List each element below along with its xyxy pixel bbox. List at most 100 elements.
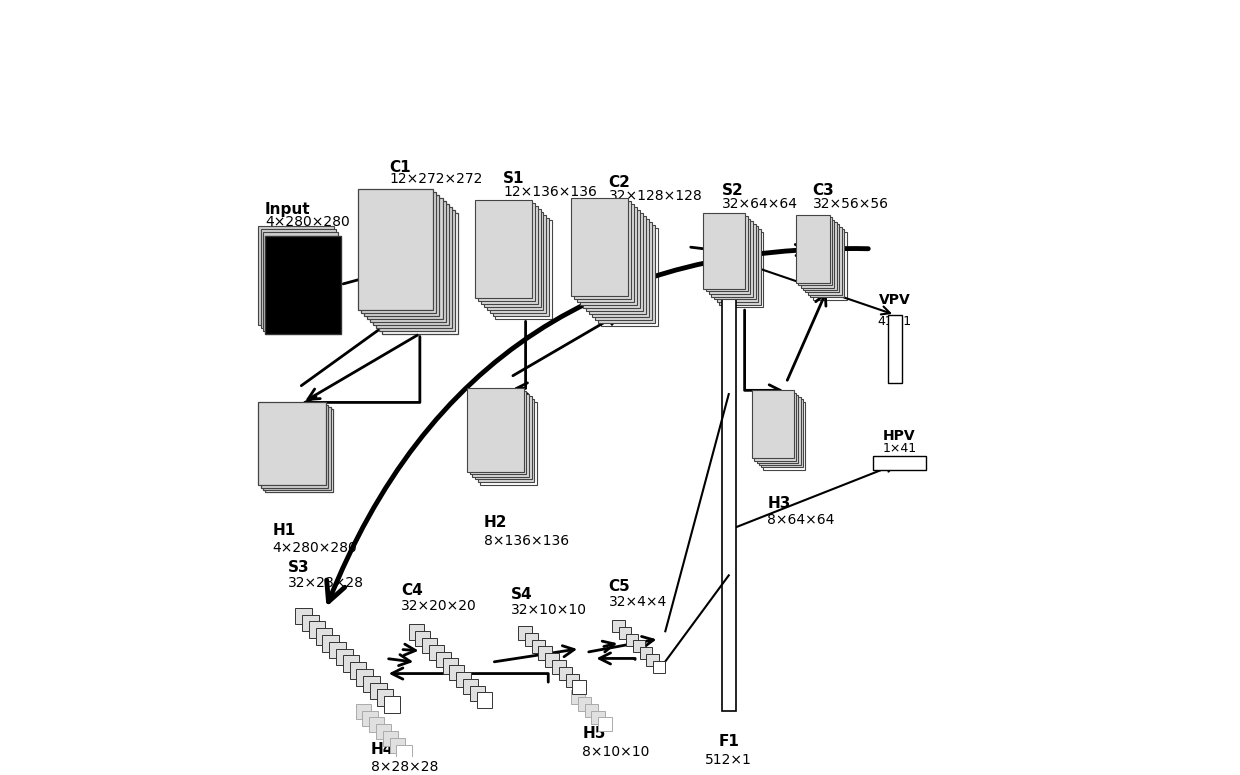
- Bar: [383, 731, 398, 746]
- Text: 32×128×128: 32×128×128: [609, 189, 702, 203]
- Bar: [295, 608, 312, 625]
- Bar: [258, 226, 334, 325]
- Bar: [470, 686, 485, 701]
- Bar: [570, 198, 627, 296]
- Bar: [309, 622, 325, 638]
- Bar: [370, 718, 384, 732]
- Text: 12×272×272: 12×272×272: [389, 172, 484, 187]
- Bar: [263, 407, 331, 490]
- Text: S2: S2: [722, 183, 744, 198]
- Bar: [807, 227, 842, 294]
- Bar: [467, 388, 523, 471]
- Text: S4: S4: [511, 587, 532, 602]
- Bar: [408, 625, 424, 639]
- Text: F1: F1: [718, 734, 739, 749]
- Text: H3: H3: [768, 496, 791, 511]
- Bar: [525, 632, 538, 646]
- Text: 8×136×136: 8×136×136: [484, 534, 569, 548]
- Bar: [263, 232, 339, 331]
- Bar: [365, 195, 439, 315]
- Bar: [719, 229, 761, 305]
- Bar: [646, 654, 658, 666]
- Bar: [367, 198, 443, 319]
- Text: 8×10×10: 8×10×10: [583, 746, 650, 760]
- Bar: [316, 629, 332, 645]
- Bar: [376, 207, 451, 328]
- Bar: [546, 653, 559, 666]
- Bar: [463, 679, 477, 694]
- Bar: [709, 219, 750, 294]
- Text: 32×28×28: 32×28×28: [288, 577, 363, 591]
- Bar: [706, 216, 748, 291]
- Bar: [330, 642, 346, 659]
- Bar: [472, 394, 529, 477]
- Bar: [703, 213, 745, 289]
- Text: C1: C1: [389, 160, 412, 175]
- Bar: [714, 224, 755, 299]
- Text: 32×56×56: 32×56×56: [812, 197, 889, 211]
- Bar: [756, 395, 799, 463]
- Bar: [589, 216, 646, 314]
- Bar: [361, 191, 436, 312]
- Text: H2: H2: [484, 515, 507, 530]
- Bar: [429, 645, 444, 660]
- Bar: [722, 258, 735, 711]
- Bar: [382, 213, 458, 334]
- Bar: [810, 229, 844, 298]
- Bar: [601, 228, 657, 326]
- Bar: [565, 673, 579, 687]
- Bar: [342, 656, 360, 672]
- Bar: [518, 626, 532, 639]
- Bar: [415, 632, 430, 646]
- Text: 8×28×28: 8×28×28: [371, 760, 438, 774]
- Text: 41×1: 41×1: [878, 315, 911, 328]
- Bar: [717, 226, 758, 302]
- Bar: [480, 401, 537, 484]
- Text: Input: Input: [265, 202, 311, 217]
- Bar: [477, 399, 534, 482]
- Text: 512×1: 512×1: [706, 753, 753, 766]
- Bar: [397, 745, 412, 760]
- Bar: [258, 402, 326, 485]
- Bar: [265, 409, 334, 492]
- Bar: [873, 456, 926, 470]
- Bar: [577, 204, 634, 302]
- Bar: [591, 711, 605, 724]
- Text: 8×64×64: 8×64×64: [768, 514, 835, 528]
- Bar: [805, 225, 839, 292]
- Bar: [481, 206, 538, 305]
- Bar: [487, 212, 543, 310]
- Bar: [475, 396, 532, 480]
- Bar: [574, 201, 631, 299]
- Bar: [812, 232, 847, 300]
- Bar: [383, 696, 401, 713]
- Bar: [626, 633, 639, 646]
- Bar: [722, 232, 764, 307]
- Bar: [356, 669, 373, 686]
- Bar: [265, 236, 341, 334]
- Bar: [804, 222, 837, 290]
- Bar: [475, 200, 532, 298]
- Bar: [799, 217, 832, 285]
- Bar: [443, 659, 458, 673]
- Text: 32×4×4: 32×4×4: [609, 595, 667, 609]
- Bar: [496, 220, 552, 319]
- Bar: [570, 691, 584, 704]
- Bar: [389, 738, 404, 753]
- Bar: [377, 690, 393, 706]
- Bar: [370, 683, 387, 699]
- Text: 32×64×64: 32×64×64: [722, 197, 799, 211]
- Bar: [598, 718, 611, 731]
- Bar: [260, 405, 329, 487]
- Bar: [322, 635, 339, 652]
- Bar: [801, 219, 835, 288]
- Text: C3: C3: [812, 183, 835, 198]
- Bar: [598, 225, 655, 323]
- Bar: [640, 647, 652, 660]
- Bar: [479, 203, 534, 301]
- Bar: [753, 391, 794, 458]
- Bar: [584, 704, 598, 718]
- Text: C4: C4: [401, 583, 423, 598]
- Bar: [559, 666, 573, 680]
- Text: C5: C5: [609, 579, 630, 594]
